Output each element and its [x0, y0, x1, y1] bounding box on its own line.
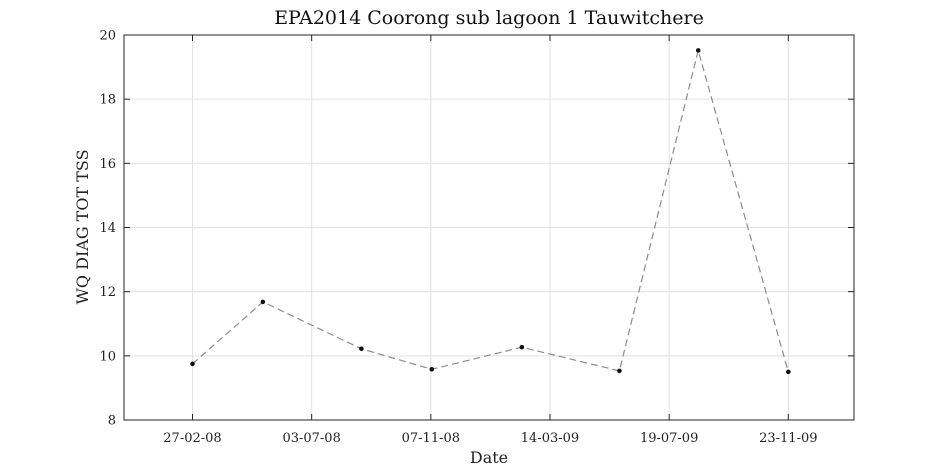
data-point: [190, 361, 195, 367]
data-point: [359, 346, 364, 352]
y-tick-label: 12: [99, 285, 116, 300]
y-tick-label: 10: [99, 349, 116, 364]
x-tick-label: 14-03-09: [521, 431, 579, 446]
x-tick-label: 23-11-09: [759, 431, 817, 446]
x-tick-label: 07-11-08: [402, 431, 460, 446]
x-tick-label: 03-07-08: [282, 431, 340, 446]
data-point: [695, 48, 701, 53]
chart-title: EPA2014 Coorong sub lagoon 1 Tauwitchere: [274, 7, 704, 29]
y-tick-label: 18: [99, 93, 116, 108]
data-point: [429, 367, 435, 372]
y-tick-label: 20: [99, 29, 116, 44]
y-tick-label: 14: [99, 221, 116, 236]
x-axis-label: Date: [470, 448, 508, 467]
x-tick-label: 19-07-09: [640, 431, 698, 446]
data-point: [617, 368, 622, 374]
data-point: [519, 344, 525, 350]
y-tick-label: 16: [99, 157, 116, 172]
y-axis-label: WQ DIAG TOT TSS: [73, 149, 92, 304]
data-point: [260, 299, 266, 305]
y-tick-label: 8: [108, 414, 116, 429]
x-tick-label: 27-02-08: [163, 431, 221, 446]
series-line: [192, 48, 789, 373]
data-point: [786, 369, 791, 375]
